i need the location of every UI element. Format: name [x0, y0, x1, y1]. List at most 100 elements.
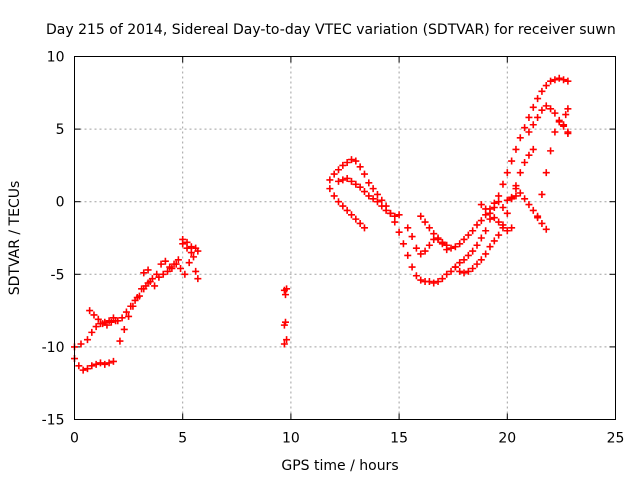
data-point	[525, 128, 533, 136]
data-point	[174, 256, 182, 264]
data-point	[122, 308, 130, 316]
data-point	[408, 233, 416, 241]
data-point	[283, 336, 291, 344]
data-point	[512, 192, 520, 200]
data-point	[280, 340, 288, 348]
data-point	[447, 244, 455, 252]
data-point	[564, 105, 572, 113]
data-point	[118, 314, 126, 322]
data-point	[562, 111, 570, 119]
data-point	[438, 240, 446, 248]
data-point	[417, 276, 425, 284]
series-track-c	[86, 247, 202, 345]
data-point	[144, 266, 152, 274]
data-point	[352, 157, 360, 165]
data-point	[283, 285, 291, 293]
series-track-p	[525, 102, 572, 137]
data-point	[417, 250, 425, 258]
data-point	[408, 263, 416, 271]
x-tick-label: 0	[70, 431, 79, 447]
data-point	[177, 264, 185, 272]
data-markers	[71, 74, 572, 374]
data-point	[120, 325, 128, 333]
data-point	[430, 230, 438, 238]
series-track-a	[71, 355, 117, 374]
data-point	[356, 163, 364, 171]
data-point	[542, 225, 550, 233]
data-point	[482, 205, 490, 213]
data-point	[83, 365, 91, 373]
data-point	[495, 218, 503, 226]
data-point	[473, 241, 481, 249]
series-track-d	[140, 240, 200, 283]
data-point	[447, 267, 455, 275]
data-point	[551, 128, 559, 136]
data-point	[551, 76, 559, 84]
data-point	[560, 122, 568, 130]
data-point	[464, 267, 472, 275]
data-point	[425, 241, 433, 249]
data-point	[369, 195, 377, 203]
data-point	[330, 192, 338, 200]
data-point	[365, 192, 373, 200]
data-point	[503, 227, 511, 235]
data-point	[525, 151, 533, 159]
data-point	[83, 336, 91, 344]
data-point	[508, 224, 516, 232]
data-point	[356, 183, 364, 191]
data-point	[547, 147, 555, 155]
data-point	[538, 190, 546, 198]
series-track-n	[512, 185, 550, 233]
data-point	[477, 256, 485, 264]
data-point	[360, 224, 368, 232]
data-point	[490, 199, 498, 207]
data-point	[412, 244, 420, 252]
series-track-o	[534, 105, 572, 220]
data-point	[521, 158, 529, 166]
data-point	[542, 82, 550, 90]
data-point	[352, 180, 360, 188]
data-point	[542, 102, 550, 110]
data-point	[404, 251, 412, 259]
data-point	[88, 328, 96, 336]
data-point	[538, 219, 546, 227]
data-point	[425, 224, 433, 232]
data-point	[347, 156, 355, 164]
data-point	[133, 294, 141, 302]
data-point	[343, 206, 351, 214]
data-point	[469, 264, 477, 272]
data-point	[183, 238, 191, 246]
data-point	[190, 253, 198, 261]
data-point	[438, 275, 446, 283]
data-point	[194, 275, 202, 283]
data-point	[421, 247, 429, 255]
data-point	[79, 366, 87, 374]
data-point	[443, 270, 451, 278]
data-point	[192, 267, 200, 275]
data-point	[343, 158, 351, 166]
x-tick-label: 25	[607, 431, 625, 447]
data-point	[469, 247, 477, 255]
data-point	[512, 145, 520, 153]
data-point	[395, 211, 403, 219]
data-point	[460, 256, 468, 264]
data-point	[521, 195, 529, 203]
data-point	[192, 244, 200, 252]
data-point	[499, 224, 507, 232]
data-point	[116, 337, 124, 345]
data-point	[460, 235, 468, 243]
data-point	[525, 113, 533, 121]
data-point	[564, 129, 572, 137]
data-point	[538, 106, 546, 114]
data-point	[395, 228, 403, 236]
data-point	[281, 318, 289, 326]
data-point	[521, 124, 529, 132]
data-point	[477, 201, 485, 209]
data-point	[417, 212, 425, 220]
data-point	[391, 212, 399, 220]
x-tick-label: 15	[390, 431, 408, 447]
data-point	[103, 321, 111, 329]
x-tick-label: 5	[178, 431, 187, 447]
axis-ticks: 0 5 10 15 20 25 -15 -10 -5 0 5 10	[42, 50, 625, 447]
